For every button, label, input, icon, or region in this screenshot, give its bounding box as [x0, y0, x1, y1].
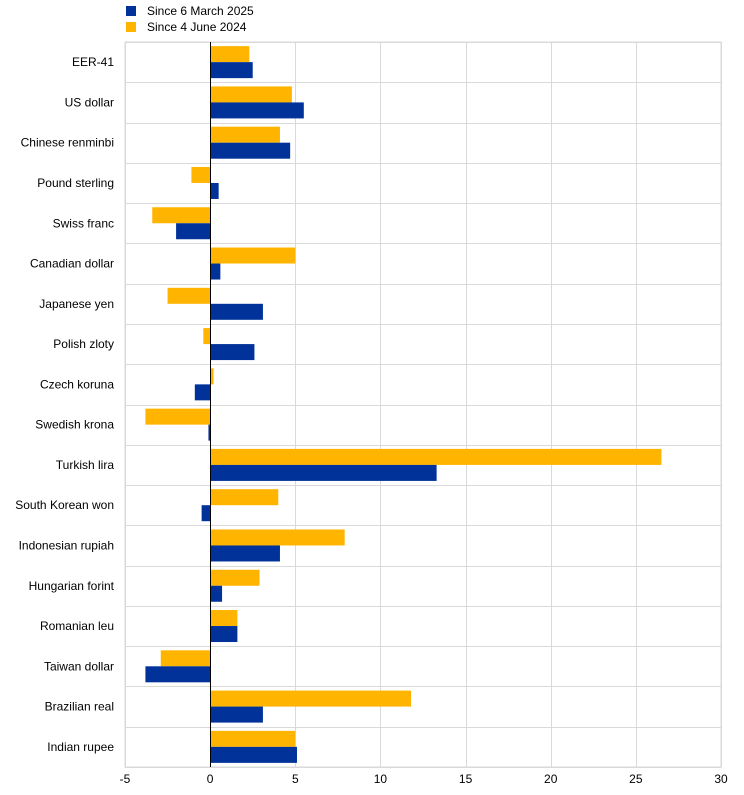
bar-since-4-june-2024: [152, 207, 211, 224]
bar-since-4-june-2024: [210, 368, 214, 385]
bar-since-4-june-2024: [210, 489, 279, 506]
bar-since-4-june-2024: [191, 166, 211, 183]
bar-since-6-march-2025: [210, 102, 304, 119]
category-label: Polish zloty: [53, 337, 114, 351]
bar-since-4-june-2024: [210, 690, 412, 707]
category-label: Hungarian forint: [29, 579, 115, 593]
bar-since-6-march-2025: [210, 263, 221, 280]
bar-since-6-march-2025: [210, 303, 263, 320]
bar-since-6-march-2025: [210, 142, 291, 159]
x-tick-label: 10: [374, 772, 388, 786]
x-tick-label: 25: [629, 772, 643, 786]
bar-since-4-june-2024: [210, 86, 292, 103]
category-label: Indian rupee: [47, 740, 114, 754]
bar-since-6-march-2025: [210, 706, 263, 723]
bar-since-4-june-2024: [210, 610, 238, 627]
bar-since-4-june-2024: [210, 247, 296, 264]
bar-since-4-june-2024: [210, 529, 345, 546]
category-label: Swedish krona: [35, 418, 114, 432]
bar-since-6-march-2025: [210, 182, 219, 199]
x-tick-label: 5: [292, 772, 299, 786]
bar-since-6-march-2025: [201, 505, 211, 522]
category-label: Chinese renminbi: [21, 136, 114, 150]
category-label: Japanese yen: [39, 297, 114, 311]
bar-since-6-march-2025: [145, 666, 211, 683]
x-tick-label: 30: [714, 772, 728, 786]
category-label: Swiss franc: [53, 216, 114, 230]
bar-since-6-march-2025: [176, 223, 211, 240]
legend-label: Since 6 March 2025: [147, 4, 254, 18]
bar-since-4-june-2024: [145, 408, 211, 425]
category-label: Indonesian rupiah: [19, 538, 114, 552]
bar-since-6-march-2025: [194, 384, 211, 401]
bar-since-4-june-2024: [210, 126, 280, 143]
bar-since-4-june-2024: [167, 287, 211, 304]
category-label: Czech koruna: [40, 377, 114, 391]
bar-since-6-march-2025: [208, 424, 211, 441]
legend-label: Since 4 June 2024: [147, 20, 247, 34]
bar-since-4-june-2024: [160, 650, 211, 667]
x-tick-label: 20: [544, 772, 558, 786]
bar-since-6-march-2025: [210, 626, 238, 643]
legend-swatch: [126, 22, 136, 32]
category-label: South Korean won: [15, 498, 114, 512]
bar-since-4-june-2024: [210, 730, 296, 747]
x-tick-label: 0: [207, 772, 214, 786]
category-label: Pound sterling: [37, 176, 114, 190]
bar-since-6-march-2025: [210, 62, 253, 79]
bar-since-4-june-2024: [210, 448, 662, 465]
x-tick-label: -5: [120, 772, 131, 786]
category-label: US dollar: [65, 95, 114, 109]
bar-since-4-june-2024: [210, 46, 250, 63]
bar-since-6-march-2025: [210, 545, 280, 562]
category-label: Turkish lira: [56, 458, 115, 472]
category-label: EER-41: [72, 55, 114, 69]
legend-swatch: [126, 6, 136, 16]
bar-since-6-march-2025: [210, 344, 255, 361]
x-tick-label: 15: [459, 772, 473, 786]
bar-since-6-march-2025: [210, 585, 223, 602]
bar-since-4-june-2024: [203, 328, 211, 345]
category-label: Taiwan dollar: [44, 659, 114, 673]
category-label: Brazilian real: [45, 700, 114, 714]
bar-since-6-march-2025: [210, 464, 437, 481]
bar-since-4-june-2024: [210, 569, 260, 586]
bar-since-6-march-2025: [210, 746, 297, 763]
category-label: Canadian dollar: [30, 257, 114, 271]
category-label: Romanian leu: [40, 619, 114, 633]
